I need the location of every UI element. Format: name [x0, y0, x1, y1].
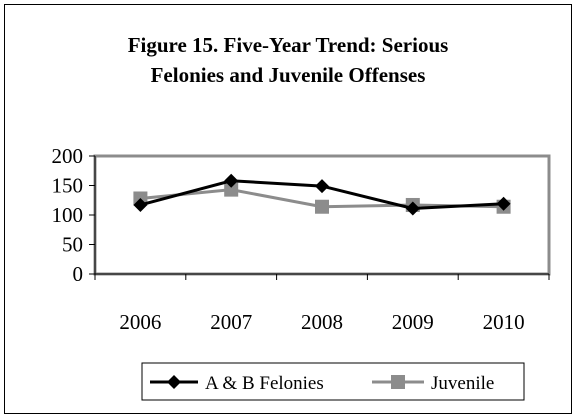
- y-tick-label: 100: [52, 203, 84, 227]
- legend: A & B Felonies Juvenile: [141, 362, 525, 401]
- series-1: [133, 173, 511, 216]
- y-tick-label: 200: [52, 144, 84, 168]
- series-layer: [133, 173, 511, 216]
- data-point: [496, 196, 511, 211]
- chart-title-line-1: Figure 15. Five-Year Trend: Serious: [127, 33, 449, 57]
- y-tick-label: 150: [52, 174, 84, 198]
- x-tick-label: 2009: [392, 310, 434, 334]
- data-point: [315, 199, 329, 214]
- y-tick-label: 0: [73, 262, 84, 286]
- legend-marker: [167, 375, 181, 389]
- data-point: [224, 182, 239, 197]
- plot-area: [93, 154, 551, 276]
- legend-marker: [391, 375, 405, 389]
- legend-item-1: A & B Felonies: [150, 373, 324, 394]
- data-point: [133, 197, 148, 212]
- x-tick-label: 2007: [210, 310, 252, 334]
- legend-item-2: Juvenile: [372, 373, 494, 394]
- data-point: [224, 173, 239, 188]
- legend-label: Juvenile: [431, 373, 494, 394]
- x-tick-label: 2008: [301, 310, 343, 334]
- chart-title: Figure 15. Five-Year Trend: Serious Felo…: [0, 30, 576, 90]
- x-tick-label: 2010: [483, 310, 525, 334]
- data-point: [405, 201, 420, 216]
- y-tick-label: 50: [62, 233, 83, 257]
- chart-title-line-2: Felonies and Juvenile Offenses: [150, 63, 426, 87]
- chart-frame: [4, 4, 572, 414]
- data-point: [315, 179, 329, 194]
- legend-box: [141, 362, 525, 401]
- x-tick-label: 2006: [119, 310, 161, 334]
- axes: 0 50 100 150 200 2006 2007 2008 2009 2010: [52, 144, 550, 334]
- legend-label: A & B Felonies: [205, 373, 324, 394]
